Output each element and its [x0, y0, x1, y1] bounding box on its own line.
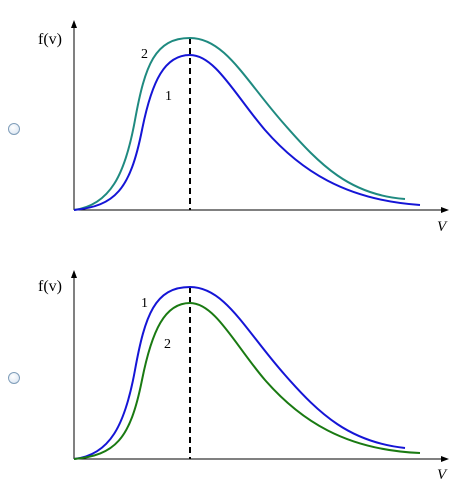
x-axis-label: V [437, 467, 448, 483]
y-axis-label: f(v) [38, 278, 62, 295]
curve-1 [73, 53, 421, 211]
x-axis-label: V [437, 219, 448, 235]
curve-1-label: 1 [141, 296, 148, 311]
radio-button-option-1[interactable] [8, 123, 20, 135]
maxwell-distribution-graph-1: f(v) V 2 1 [38, 20, 449, 235]
curve-2 [73, 36, 406, 211]
answer-option-1[interactable]: f(v) V 2 1 [0, 0, 462, 240]
radio-button-option-2[interactable] [8, 372, 20, 384]
answer-option-2[interactable]: f(v) V 1 2 [0, 250, 462, 490]
maxwell-distribution-graph-2: f(v) V 1 2 [38, 270, 449, 483]
curve-1-label: 1 [165, 89, 172, 104]
curve-2-label: 2 [164, 337, 171, 352]
y-axis-label: f(v) [38, 31, 62, 48]
curve-2 [73, 301, 421, 460]
curve-2-label: 2 [141, 47, 148, 62]
curve-1 [73, 285, 406, 460]
